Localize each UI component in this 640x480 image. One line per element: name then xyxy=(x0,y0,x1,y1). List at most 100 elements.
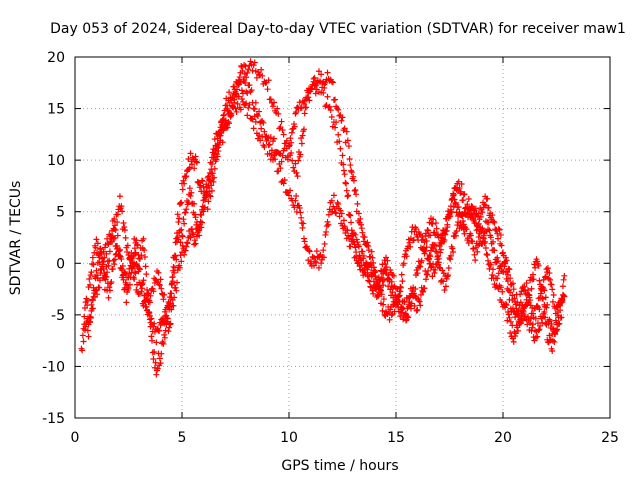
data-point-track-b xyxy=(188,189,195,196)
data-point-track-c xyxy=(560,292,567,299)
data-point-track-c xyxy=(191,241,198,248)
data-point-track-a xyxy=(187,150,194,157)
data-point-track-b xyxy=(156,355,163,362)
data-point-track-a xyxy=(147,292,154,299)
data-point-track-c xyxy=(350,238,357,245)
data-point-track-c xyxy=(300,220,307,227)
data-point-track-c xyxy=(507,318,514,325)
data-point-track-a xyxy=(194,178,201,185)
data-point-track-c xyxy=(211,136,218,143)
data-point-track-b xyxy=(463,226,470,233)
data-point-track-c xyxy=(552,331,559,338)
data-point-track-c xyxy=(96,259,103,266)
data-point-track-a xyxy=(335,106,342,113)
data-point-track-a xyxy=(158,285,165,292)
data-point-track-c xyxy=(93,236,100,243)
data-point-track-a xyxy=(264,86,271,93)
data-point-track-a xyxy=(542,294,549,301)
data-point-track-b xyxy=(286,143,292,150)
data-point-track-c xyxy=(483,251,490,258)
data-point-track-c xyxy=(412,286,419,293)
data-point-track-a xyxy=(300,126,307,133)
data-point-track-b xyxy=(158,350,165,357)
data-point-track-c xyxy=(229,103,236,110)
data-point-track-b xyxy=(539,295,546,302)
data-point-track-a xyxy=(338,117,345,124)
data-point-track-c xyxy=(424,227,431,234)
data-point-track-a xyxy=(258,66,265,73)
data-point-track-a xyxy=(191,165,198,172)
data-point-track-b xyxy=(521,283,528,290)
data-point-track-c xyxy=(487,261,494,268)
data-point-track-a xyxy=(282,140,289,147)
data-point-track-c xyxy=(417,263,424,270)
data-point-track-a xyxy=(548,321,555,328)
data-point-track-a xyxy=(245,66,252,73)
data-point-track-b xyxy=(154,365,161,372)
data-point-track-c xyxy=(323,228,330,235)
data-point-track-a xyxy=(188,161,195,168)
data-point-track-c xyxy=(132,249,139,256)
data-point-track-b xyxy=(345,192,352,199)
data-point-track-b xyxy=(444,273,451,280)
data-point-track-b xyxy=(417,291,424,298)
data-point-track-c xyxy=(303,244,310,251)
data-point-track-c xyxy=(400,305,407,312)
data-point-track-c xyxy=(411,292,418,299)
data-point-track-c xyxy=(210,146,217,153)
data-point-track-a xyxy=(528,285,535,292)
y-axis-label: SDTVAR / TECUs xyxy=(8,181,24,296)
y-tick-label: -10 xyxy=(42,359,65,375)
data-point-track-a xyxy=(543,304,550,311)
data-point-track-c xyxy=(522,301,529,308)
data-point-track-b xyxy=(150,356,157,363)
data-point-track-c xyxy=(362,271,369,278)
data-point-track-c xyxy=(181,251,188,258)
data-point-track-c xyxy=(235,93,242,100)
data-point-track-a xyxy=(294,173,301,180)
data-point-track-c xyxy=(258,125,265,132)
data-point-track-b xyxy=(332,124,339,131)
data-point-track-c xyxy=(202,192,209,199)
data-point-track-b xyxy=(511,295,518,302)
data-point-track-a xyxy=(398,271,405,278)
data-point-track-a xyxy=(290,164,297,171)
data-point-track-c xyxy=(477,226,484,233)
data-point-track-c xyxy=(514,327,521,334)
data-point-track-a xyxy=(500,249,506,256)
data-point-track-a xyxy=(345,143,352,150)
data-point-track-a xyxy=(351,187,358,194)
data-point-track-c xyxy=(527,319,534,326)
data-point-track-b xyxy=(471,251,478,258)
data-point-track-a xyxy=(535,262,542,269)
data-point-track-b xyxy=(440,278,447,285)
data-point-track-c xyxy=(334,199,341,206)
data-point-track-a xyxy=(160,296,167,303)
data-point-track-c xyxy=(324,218,331,225)
data-point-track-a xyxy=(253,74,260,81)
data-point-track-c xyxy=(231,96,238,103)
data-point-track-a xyxy=(156,281,163,288)
data-point-track-a xyxy=(283,137,290,144)
data-point-track-c xyxy=(441,237,448,244)
data-point-track-b xyxy=(304,87,311,94)
data-point-track-b xyxy=(321,84,328,91)
data-point-track-b xyxy=(445,272,452,279)
data-point-track-b xyxy=(141,247,148,254)
data-point-track-b xyxy=(186,185,193,192)
data-point-track-a xyxy=(380,296,387,303)
data-point-track-b xyxy=(92,275,99,282)
data-point-track-c xyxy=(405,314,412,321)
data-point-track-b xyxy=(333,119,340,126)
data-point-track-b xyxy=(397,313,404,320)
data-point-track-a xyxy=(336,112,343,119)
data-point-track-b xyxy=(246,82,253,89)
data-point-track-a xyxy=(288,149,295,156)
data-point-track-b xyxy=(475,233,482,240)
data-point-track-b xyxy=(524,287,531,294)
data-point-track-c xyxy=(126,281,133,288)
data-point-track-a xyxy=(118,203,125,210)
data-point-track-b xyxy=(542,274,549,281)
data-point-track-c xyxy=(499,288,506,295)
